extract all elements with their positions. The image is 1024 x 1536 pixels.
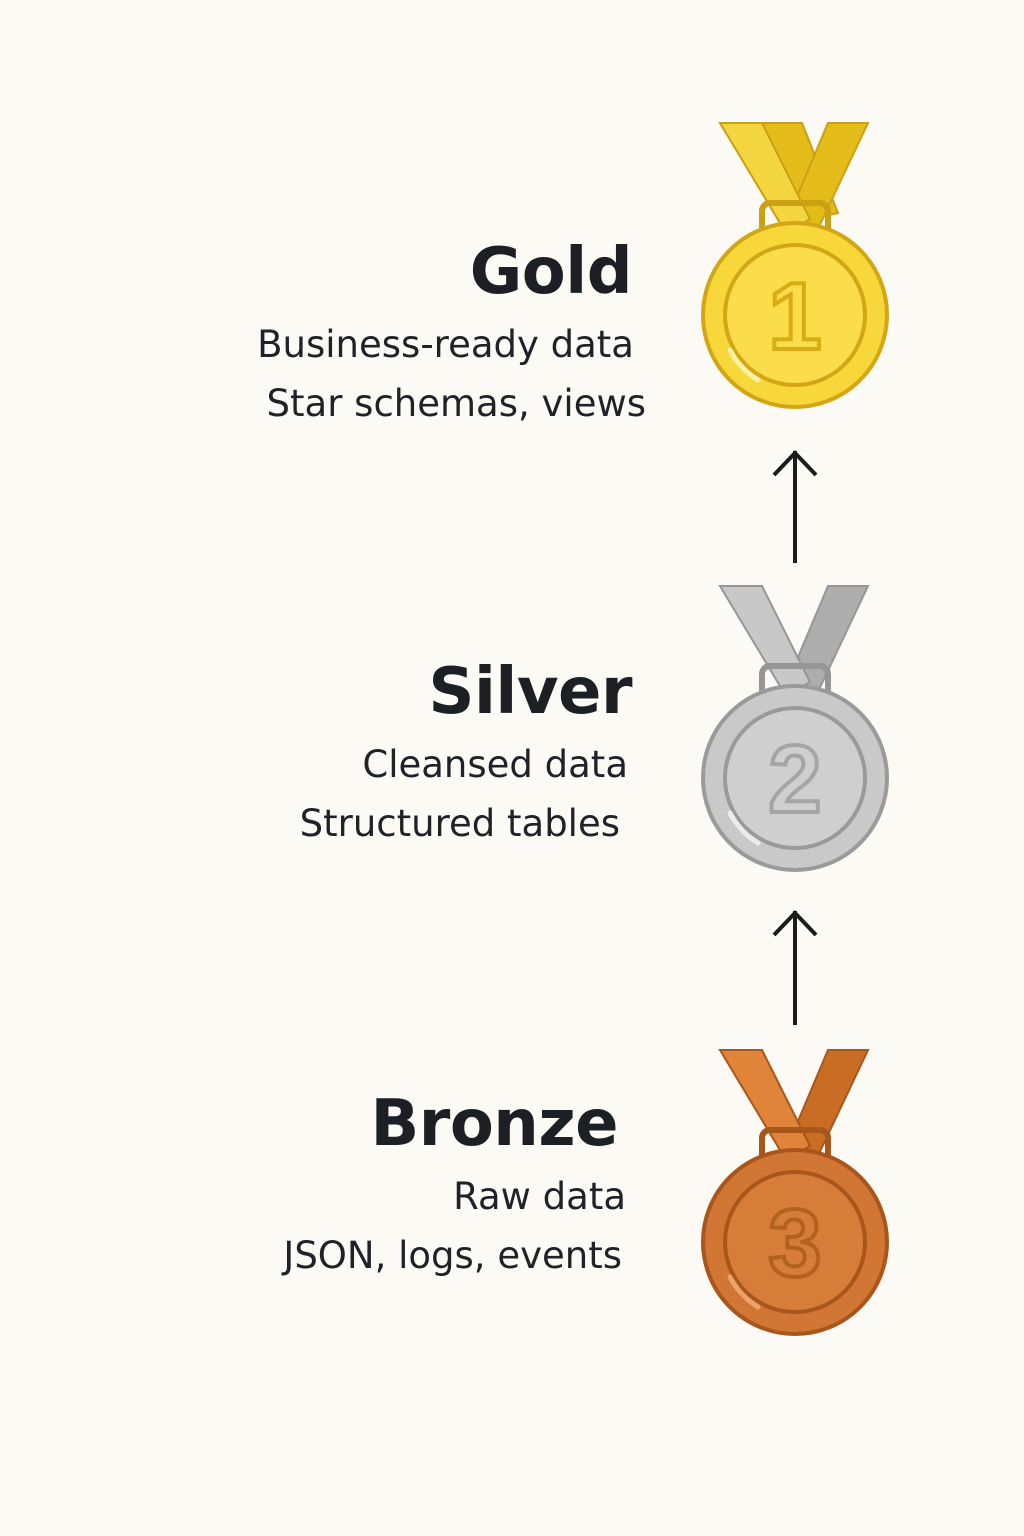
tier-title-silver: Silver	[428, 655, 632, 729]
silver-medal-icon: 2	[701, 585, 889, 872]
tier-description-silver-1: Cleansed data	[362, 743, 628, 786]
tier-description-gold-2: Star schemas, views	[266, 382, 646, 425]
tier-description-gold-1: Business-ready data	[257, 323, 634, 366]
medal-number-gold: 1	[768, 263, 821, 370]
tier-bronze: Bronze Raw data JSON, logs, events 3	[283, 1049, 889, 1336]
bronze-medal-icon: 3	[701, 1049, 889, 1336]
tier-description-bronze-2: JSON, logs, events	[283, 1234, 622, 1277]
tier-gold: Gold Business-ready data Star schemas, v…	[0, 0, 1024, 440]
medal-number-silver: 2	[768, 726, 821, 833]
medal-number-bronze: 3	[768, 1190, 821, 1297]
tier-title-bronze: Bronze	[370, 1087, 618, 1161]
arrow-up-icon	[772, 450, 818, 563]
gold-medal-icon: 1	[701, 122, 889, 409]
arrow-up-icon	[772, 910, 818, 1025]
tier-silver: Silver Cleansed data Structured tables 2	[299, 585, 889, 872]
tier-description-bronze-1: Raw data	[453, 1175, 626, 1218]
tier-title-gold: Gold	[469, 235, 633, 309]
tier-description-silver-2: Structured tables	[299, 802, 620, 845]
